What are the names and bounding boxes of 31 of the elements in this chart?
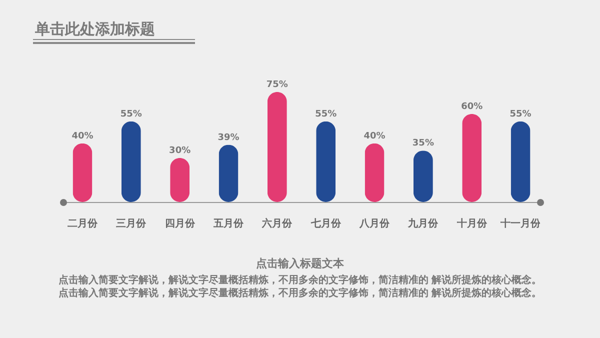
data-label: 40%	[72, 131, 94, 142]
x-tick-label: 九月份	[407, 218, 440, 230]
x-tick-label: 六月份	[261, 218, 294, 230]
chart-title: 单击此处添加标题	[35, 20, 155, 39]
data-label: 75%	[266, 80, 288, 90]
x-tick-label: 三月份	[116, 218, 148, 230]
data-label: 55%	[510, 109, 532, 120]
text: 点击输入简要文字解说，解说文字尽量概括精炼，不用多余的文字修饰，简洁精准的 解说所提炼的核心概念。	[57, 287, 543, 300]
x-tick-label: 八月份	[358, 218, 391, 230]
bar	[510, 121, 530, 202]
data-label: 35%	[412, 138, 434, 149]
x-tick-label: 四月份	[164, 218, 196, 230]
bar	[364, 143, 384, 202]
bar	[72, 143, 92, 202]
x-tick-label: 七月份	[310, 218, 342, 230]
data-label: 55%	[120, 109, 142, 120]
bar	[316, 121, 336, 202]
data-label: 55%	[315, 109, 337, 120]
x-tick-label: 五月份	[212, 218, 244, 230]
x-tick-label: 十月份	[456, 218, 488, 230]
bar	[121, 121, 141, 202]
text: 点击输入简要文字解说，解说文字尽量概括精炼，不用多余的文字修饰，简洁精准的 解说所提炼的核心概念。	[57, 274, 543, 287]
data-label: 30%	[169, 146, 191, 156]
data-label: 60%	[461, 102, 483, 112]
x-tick-label: 二月份	[67, 218, 98, 230]
text: 点击输入标题文本	[255, 256, 345, 271]
data-label: 40%	[364, 131, 386, 142]
bar	[267, 92, 287, 202]
data-label: 39%	[218, 132, 240, 143]
bar	[218, 144, 238, 202]
bar	[462, 114, 482, 202]
